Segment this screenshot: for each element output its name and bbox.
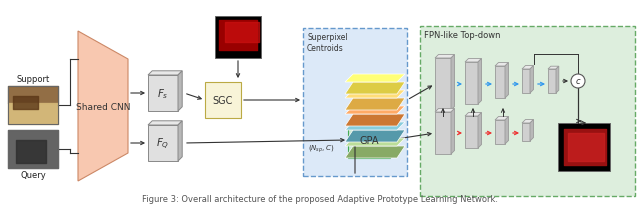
Polygon shape (522, 66, 534, 70)
Polygon shape (345, 75, 405, 83)
Polygon shape (530, 120, 534, 141)
Bar (215, 17, 261, 59)
Polygon shape (345, 115, 405, 126)
Circle shape (571, 75, 585, 89)
Text: Query: Query (20, 170, 46, 179)
Polygon shape (522, 70, 530, 94)
Polygon shape (345, 83, 405, 95)
Polygon shape (505, 63, 509, 98)
Polygon shape (465, 59, 481, 63)
Polygon shape (465, 116, 478, 148)
Polygon shape (345, 138, 405, 146)
Text: $F_s$: $F_s$ (157, 87, 169, 100)
Polygon shape (465, 113, 481, 116)
Text: Shared CNN: Shared CNN (76, 102, 131, 111)
Text: SGC: SGC (213, 96, 233, 105)
Bar (205, 83, 241, 118)
Polygon shape (345, 146, 405, 158)
FancyBboxPatch shape (303, 29, 407, 176)
Polygon shape (451, 55, 454, 110)
Text: Support: Support (17, 75, 50, 84)
Polygon shape (465, 63, 478, 104)
Polygon shape (522, 120, 534, 123)
Bar (8, 87, 58, 124)
Polygon shape (435, 59, 451, 110)
Polygon shape (495, 121, 505, 144)
Bar (8, 130, 58, 168)
Text: Superpixel
Centroids: Superpixel Centroids (307, 33, 348, 53)
Text: c: c (576, 77, 580, 86)
Polygon shape (530, 66, 534, 94)
Polygon shape (148, 76, 178, 111)
Bar (8, 130, 58, 168)
Bar (8, 87, 58, 124)
Polygon shape (345, 130, 405, 142)
Polygon shape (345, 91, 405, 98)
Polygon shape (435, 109, 454, 112)
Polygon shape (478, 59, 481, 104)
Polygon shape (495, 67, 505, 98)
Polygon shape (556, 67, 559, 94)
Text: $(N_{sp}, C)$: $(N_{sp}, C)$ (308, 143, 335, 154)
Text: $F_Q$: $F_Q$ (156, 136, 170, 151)
Polygon shape (345, 107, 405, 115)
Bar (558, 123, 610, 171)
Polygon shape (78, 32, 128, 181)
Text: FPN-like Top-down: FPN-like Top-down (424, 31, 500, 40)
Polygon shape (148, 71, 182, 76)
FancyBboxPatch shape (420, 27, 635, 196)
Polygon shape (495, 63, 509, 67)
Bar (348, 122, 390, 158)
Text: Figure 3: Overall architecture of the proposed Adaptive Prototype Learning Netwo: Figure 3: Overall architecture of the pr… (142, 194, 498, 203)
Polygon shape (345, 122, 405, 130)
Polygon shape (495, 117, 509, 121)
Polygon shape (548, 67, 559, 70)
Text: GPA: GPA (359, 135, 379, 145)
Polygon shape (148, 125, 178, 161)
Polygon shape (451, 109, 454, 154)
Polygon shape (505, 117, 509, 144)
Polygon shape (548, 70, 556, 94)
Polygon shape (435, 55, 454, 59)
Polygon shape (522, 123, 530, 141)
Polygon shape (178, 71, 182, 111)
Polygon shape (435, 112, 451, 154)
Polygon shape (345, 98, 405, 110)
Polygon shape (148, 121, 182, 125)
Polygon shape (178, 121, 182, 161)
Polygon shape (478, 113, 481, 148)
